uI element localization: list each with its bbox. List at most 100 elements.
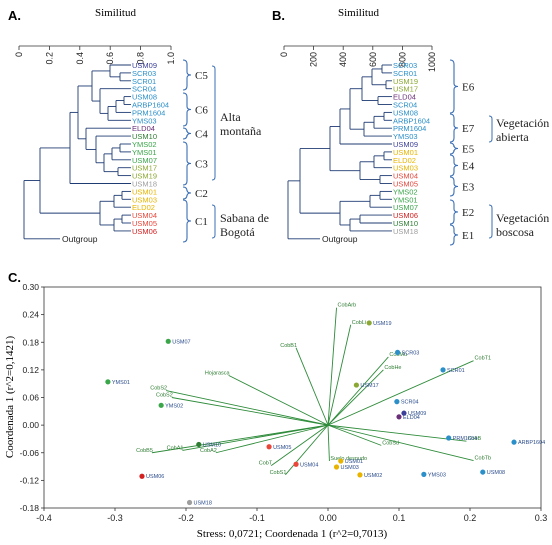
leaf-label: USM07 xyxy=(393,203,418,212)
x-tick-label: -0.3 xyxy=(107,513,123,523)
group-brace xyxy=(182,186,192,200)
env-vector xyxy=(182,424,329,451)
leaf-label: SCR04 xyxy=(132,85,156,94)
env-vector xyxy=(171,397,329,426)
sample-label: YMS01 xyxy=(112,380,130,386)
leaf-label: ELD02 xyxy=(132,203,155,212)
env-vector xyxy=(151,424,329,454)
leaf-label: PRM1604 xyxy=(132,108,165,117)
sample-point xyxy=(440,367,446,373)
axis-tick-label: 1.0 xyxy=(166,52,176,65)
sample-point xyxy=(105,379,111,385)
sample-point xyxy=(396,414,402,420)
group-brace xyxy=(182,141,192,186)
env-vector-label: CobS1 xyxy=(270,470,287,476)
panel-b-leaves: SCR03SCR01USM19USM17ELD04SCR04USM08ARBP1… xyxy=(322,61,430,244)
leaf-label: USM01 xyxy=(393,148,418,157)
panel-b: B. Similitud 0 200 400 600 800 1000 SCR03SCR0… xyxy=(272,7,549,246)
panel-b-ticks: 0 200 400 600 800 1000 xyxy=(279,45,437,72)
env-vector-label: CobT xyxy=(259,461,273,467)
group-label: E1 xyxy=(462,230,474,242)
env-vector-label: CobT1 xyxy=(475,356,492,362)
env-vector xyxy=(327,424,382,446)
leaf-label: USM01 xyxy=(132,187,157,196)
leaf-label: USM07 xyxy=(132,156,157,165)
y-axis-label: Coordenada 1 (r^2=0,1421) xyxy=(4,336,16,459)
y-tick-label: 0.30 xyxy=(22,282,39,292)
env-vector-label: CobSd xyxy=(382,440,399,446)
group-label: C5 xyxy=(195,70,208,82)
sample-label: USM05 xyxy=(273,445,291,451)
group-title: Vegetación xyxy=(496,211,549,225)
panel-c: C. -0.4 -0.3 -0.2 -0.1 0.00 0.1 0.2 0.3-0.18-0.… xyxy=(4,270,547,540)
leaf-label: SCR03 xyxy=(393,61,417,70)
leaf-label: ARBP1604 xyxy=(132,101,169,110)
panel-a-ticks: 0 0.2 0.4 0.6 0.8 1.0 xyxy=(14,45,176,65)
axis-tick-label: 600 xyxy=(368,52,378,67)
sample-label: USM08 xyxy=(487,470,505,476)
env-vector-label: CobLi xyxy=(352,320,366,326)
env-vector-label: CobB xyxy=(467,436,481,442)
group-brace xyxy=(449,154,459,177)
axis-tick-label: 0 xyxy=(279,52,289,57)
leaf-label: SCR01 xyxy=(132,77,156,86)
group-title-brace xyxy=(488,204,493,239)
plot-frame xyxy=(43,286,542,509)
leaf-label: YMS03 xyxy=(393,132,418,141)
env-vector-label: CobA2 xyxy=(200,448,217,454)
group-label: C2 xyxy=(195,188,208,200)
env-vector-label: CobB1 xyxy=(280,343,297,349)
group-title: abierta xyxy=(496,130,529,144)
group-label: C6 xyxy=(195,105,208,117)
sample-label: SCR03 xyxy=(402,350,420,356)
sample-label: YMS02 xyxy=(165,403,183,409)
leaf-label: USM09 xyxy=(132,61,157,70)
x-tick-label: 0.1 xyxy=(393,513,406,523)
sample-point xyxy=(165,338,171,344)
env-vector xyxy=(327,360,474,426)
leaf-label: SCR04 xyxy=(393,101,417,110)
leaf-label: USM19 xyxy=(132,172,157,181)
env-vector-label: CobS2 xyxy=(150,386,167,392)
leaf-label: ELD02 xyxy=(393,156,416,165)
y-tick-label: 0.00 xyxy=(22,420,39,430)
panel-c-axes: -0.4 -0.3 -0.2 -0.1 0.00 0.1 0.2 0.3 -0.18 -0.12 -… xyxy=(20,282,548,523)
sample-label: USM04 xyxy=(300,462,318,468)
sample-label: USM02 xyxy=(364,473,382,479)
sample-point xyxy=(366,320,372,326)
group-title: Vegetación xyxy=(496,116,549,130)
x-tick-label: 0.00 xyxy=(319,513,337,523)
leaf-label: USM19 xyxy=(393,77,418,86)
env-vector xyxy=(327,324,352,426)
env-vector-label: CobMu xyxy=(389,352,407,358)
panel-c-label: C. xyxy=(8,270,21,285)
panel-b-label: B. xyxy=(272,8,285,23)
group-title-brace xyxy=(211,204,216,239)
sample-label: USM06 xyxy=(146,474,164,480)
group-title: boscosa xyxy=(496,225,535,239)
sample-label: USM01 xyxy=(345,459,363,465)
env-vector xyxy=(270,424,329,467)
leaf-label: USM08 xyxy=(393,108,418,117)
env-vector xyxy=(327,425,330,462)
leaf-label: USM03 xyxy=(132,195,157,204)
sample-label: USM17 xyxy=(360,383,378,389)
axis-tick-label: 0.6 xyxy=(105,52,115,65)
axis-tick-label: 0.2 xyxy=(44,52,54,65)
sample-label: SCR04 xyxy=(401,400,419,406)
leaf-label: USM17 xyxy=(132,164,157,173)
env-vector xyxy=(295,347,329,426)
y-tick-label: 0.24 xyxy=(22,310,39,320)
sample-point xyxy=(333,464,340,470)
panel-a: A. Similitud 0 0.2 0.4 0.6 0.8 1.0 USM09SCR03… xyxy=(8,7,269,244)
sample-label: USM07 xyxy=(172,339,190,345)
leaf-label: USM06 xyxy=(132,227,157,236)
y-tick-label: -0.18 xyxy=(20,503,40,513)
group-label: C4 xyxy=(195,129,208,141)
sample-label: USM19 xyxy=(373,321,391,327)
group-title: montaña xyxy=(220,124,262,138)
sample-label: USM09 xyxy=(408,411,426,417)
leaf-label: SCR03 xyxy=(132,69,156,78)
panel-c-points: USM07 YMS01 YMS02 USM10 USM06 USM18 USM05 USM04… xyxy=(105,320,545,506)
